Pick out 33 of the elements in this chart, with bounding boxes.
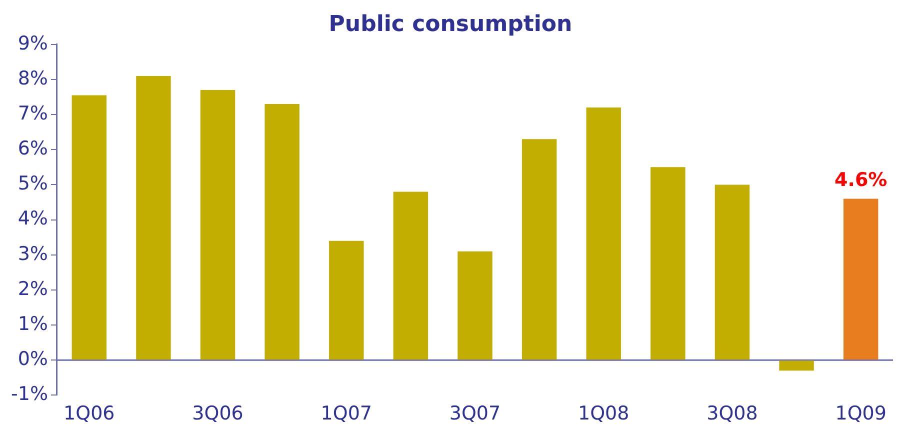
y-tick-label: 7% [18,102,48,124]
x-tick-label: 1Q07 [320,402,372,425]
x-tick-label: 3Q07 [449,402,501,425]
bar [650,167,686,360]
y-tick-label: 8% [18,67,48,90]
x-tick-label: 1Q09 [835,402,886,425]
bar [458,251,492,360]
bar [264,104,300,360]
bar [393,192,428,360]
bar [779,360,814,371]
bar [586,108,621,360]
bar [522,139,557,360]
y-tick-label: 2% [18,278,48,300]
bar [136,76,171,360]
y-tick-label: 3% [18,242,48,265]
y-tick-label: 5% [18,172,48,195]
x-tick-label: 1Q08 [578,402,630,425]
y-tick-label: 1% [18,312,48,335]
x-tick-label: 3Q08 [706,402,758,425]
bar [329,240,364,360]
chart-title: Public consumption [328,12,572,37]
bar [200,90,236,360]
y-tick-label: 6% [18,138,48,160]
bar [714,184,750,360]
bar [843,198,878,360]
y-tick-label: 4% [18,208,48,230]
x-tick-label: 3Q06 [192,402,244,425]
y-tick-label: 9% [18,32,48,54]
data-label: 4.6% [834,169,888,192]
bar [72,95,107,360]
y-tick-label: -1% [11,383,48,406]
y-tick-label: 0% [18,348,48,370]
x-tick-label: 1Q06 [64,402,115,425]
